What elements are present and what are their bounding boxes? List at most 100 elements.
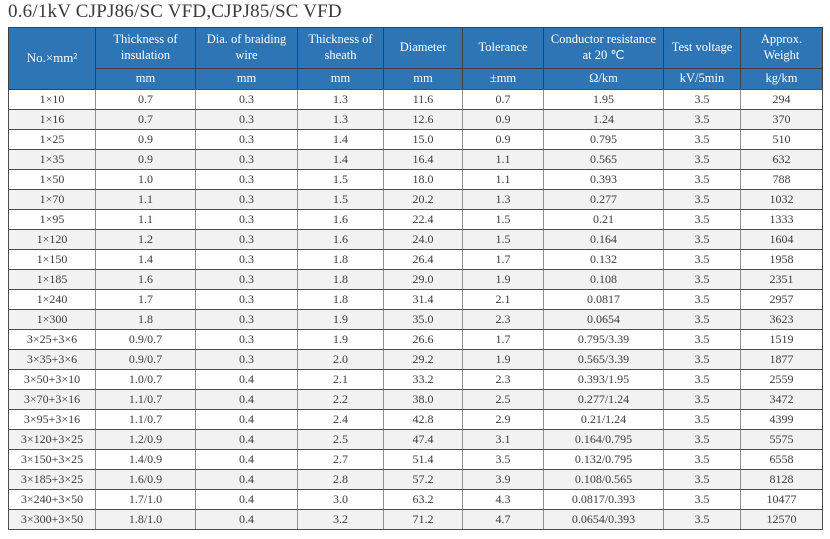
table-cell: 47.4 <box>383 429 463 450</box>
table-cell: 1.8 <box>297 249 384 270</box>
table-cell: 3.5 <box>663 129 741 150</box>
table-cell: 2957 <box>740 289 823 310</box>
table-cell: 0.3 <box>195 329 298 350</box>
table-cell: 1.2 <box>95 229 196 250</box>
table-cell: 0.3 <box>195 269 298 290</box>
table-cell: 1.1/0.7 <box>95 389 196 410</box>
table-cell: 1.4 <box>297 129 384 150</box>
table-cell: 1.3 <box>297 109 384 130</box>
column-header-braiding-wire-dia: Dia. of braiding wire <box>195 27 298 69</box>
table-cell: 2.8 <box>297 469 384 490</box>
table-cell: 0.3 <box>195 89 298 110</box>
table-cell: 1.1 <box>462 149 544 170</box>
table-cell: 3×95+3×16 <box>8 409 96 430</box>
table-cell: 4.7 <box>462 509 544 530</box>
table-cell: 8128 <box>740 469 823 490</box>
table-cell: 1.6 <box>297 209 384 230</box>
table-cell: 0.3 <box>195 249 298 270</box>
table-cell: 1.0/0.7 <box>95 369 196 390</box>
table-cell: 2.7 <box>297 449 384 470</box>
column-header-size: No.×mm² <box>8 27 96 90</box>
unit-braiding-wire-dia: mm <box>195 68 298 90</box>
table-cell: 1.1/0.7 <box>95 409 196 430</box>
table-cell: 0.132 <box>543 249 664 270</box>
table-cell: 0.3 <box>195 129 298 150</box>
table-cell: 1032 <box>740 189 823 210</box>
table-cell: 0.4 <box>195 449 298 470</box>
table-cell: 51.4 <box>383 449 463 470</box>
table-cell: 24.0 <box>383 229 463 250</box>
table-cell: 1×240 <box>8 289 96 310</box>
table-header: No.×mm² Thickness of insulation Dia. of … <box>8 27 823 90</box>
column-header-diameter: Diameter <box>383 27 463 69</box>
table-cell: 1.7 <box>462 329 544 350</box>
table-cell: 3.5 <box>663 389 741 410</box>
table-cell: 1.8 <box>95 309 196 330</box>
table-cell: 2.4 <box>297 409 384 430</box>
table-cell: 0.164/0.795 <box>543 429 664 450</box>
table-cell: 3×150+3×25 <box>8 449 96 470</box>
table-cell: 1.7/1.0 <box>95 489 196 510</box>
table-cell: 1.6/0.9 <box>95 469 196 490</box>
table-cell: 0.565/3.39 <box>543 349 664 370</box>
unit-diameter: mm <box>383 68 463 90</box>
table-cell: 15.0 <box>383 129 463 150</box>
table-row: 1×95 1.1 0.3 1.6 22.4 1.5 0.21 3.5 1333 <box>8 209 823 230</box>
table-cell: 1877 <box>740 349 823 370</box>
table-cell: 5575 <box>740 429 823 450</box>
table-cell: 3×25+3×6 <box>8 329 96 350</box>
table-cell: 2559 <box>740 369 823 390</box>
table-cell: 2.9 <box>462 409 544 430</box>
table-cell: 1.4 <box>297 149 384 170</box>
table-cell: 1×300 <box>8 309 96 330</box>
table-cell: 0.4 <box>195 489 298 510</box>
table-cell: 35.0 <box>383 309 463 330</box>
table-cell: 1.6 <box>95 269 196 290</box>
table-row: 1×120 1.2 0.3 1.6 24.0 1.5 0.164 3.5 1604 <box>8 229 823 250</box>
table-cell: 2.1 <box>462 289 544 310</box>
table-row: 3×70+3×16 1.1/0.7 0.4 2.2 38.0 2.5 0.277/1.24 3… <box>8 389 823 410</box>
table-cell: 3.1 <box>462 429 544 450</box>
table-cell: 33.2 <box>383 369 463 390</box>
table-cell: 0.4 <box>195 389 298 410</box>
table-cell: 1×35 <box>8 149 96 170</box>
table-cell: 0.4 <box>195 469 298 490</box>
table-cell: 3.5 <box>663 189 741 210</box>
table-cell: 0.108/0.565 <box>543 469 664 490</box>
table-cell: 0.9 <box>95 129 196 150</box>
unit-tolerance: ±mm <box>462 68 544 90</box>
table-cell: 2.3 <box>462 309 544 330</box>
table-cell: 1.5 <box>297 169 384 190</box>
table-cell: 3.5 <box>663 249 741 270</box>
unit-approx-weight: kg/km <box>740 68 823 90</box>
table-cell: 12.6 <box>383 109 463 130</box>
table-cell: 38.0 <box>383 389 463 410</box>
unit-test-voltage: kV/5min <box>663 68 741 90</box>
table-cell: 71.2 <box>383 509 463 530</box>
table-cell: 1.5 <box>462 209 544 230</box>
table-cell: 1958 <box>740 249 823 270</box>
table-cell: 1×150 <box>8 249 96 270</box>
table-cell: 0.277 <box>543 189 664 210</box>
table-cell: 1.1 <box>95 189 196 210</box>
table-cell: 0.0654/0.393 <box>543 509 664 530</box>
table-cell: 0.393/1.95 <box>543 369 664 390</box>
table-cell: 2.3 <box>462 369 544 390</box>
table-row: 3×95+3×16 1.1/0.7 0.4 2.4 42.8 2.9 0.21/1.24 3.… <box>8 409 823 430</box>
table-cell: 3.5 <box>663 289 741 310</box>
table-cell: 3×300+3×50 <box>8 509 96 530</box>
table-cell: 0.21 <box>543 209 664 230</box>
table-row: 1×240 1.7 0.3 1.8 31.4 2.1 0.0817 3.5 2957 <box>8 289 823 310</box>
table-cell: 0.3 <box>195 169 298 190</box>
table-cell: 0.9/0.7 <box>95 329 196 350</box>
table-cell: 1.5 <box>462 229 544 250</box>
table-cell: 26.4 <box>383 249 463 270</box>
table-cell: 3.5 <box>663 209 741 230</box>
table-cell: 1.7 <box>95 289 196 310</box>
table-cell: 0.3 <box>195 109 298 130</box>
column-header-conductor-resistance: Conductor resistance at 20 ℃ <box>543 27 664 69</box>
table-cell: 1.8/1.0 <box>95 509 196 530</box>
table-cell: 1.7 <box>462 249 544 270</box>
table-cell: 3.5 <box>663 509 741 530</box>
column-header-test-voltage: Test voltage <box>663 27 741 69</box>
